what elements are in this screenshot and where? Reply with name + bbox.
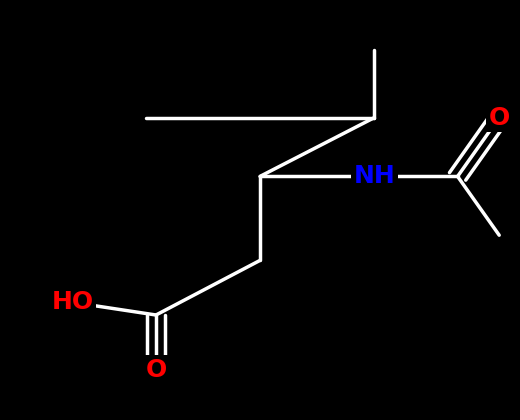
Text: O: O bbox=[146, 357, 166, 382]
Text: O: O bbox=[489, 105, 510, 130]
Text: HO: HO bbox=[51, 290, 94, 315]
Text: NH: NH bbox=[354, 164, 395, 189]
